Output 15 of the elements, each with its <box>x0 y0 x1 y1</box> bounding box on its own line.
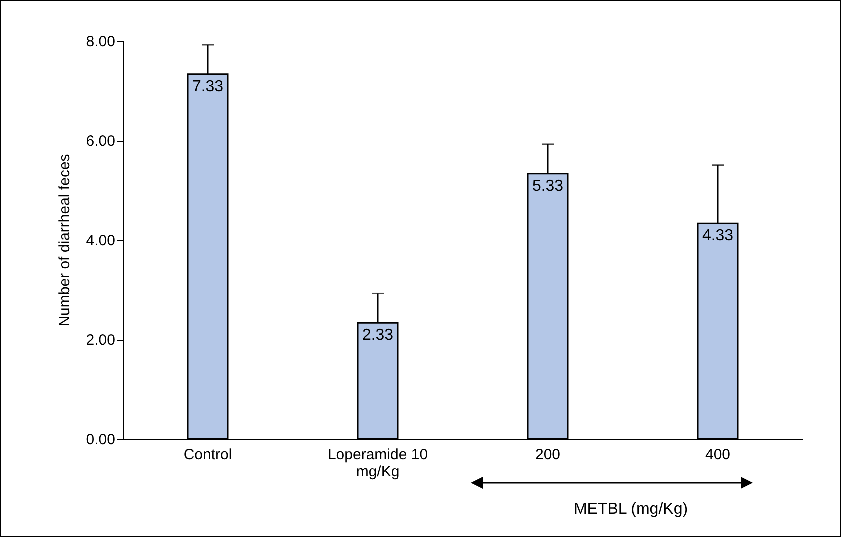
y-tick-label: 0.00 <box>86 432 116 448</box>
data-label: 7.33 <box>192 78 224 96</box>
x-tick-label: 400 <box>705 446 731 464</box>
data-label: 5.33 <box>532 178 564 195</box>
y-tick-label: 8.00 <box>86 34 116 50</box>
y-tick-label: 6.00 <box>86 133 116 150</box>
data-label: 2.33 <box>362 327 394 344</box>
x-tick-label: 200 <box>535 446 561 464</box>
x-tick-label: Loperamide 10 mg/Kg <box>328 446 428 480</box>
y-tick-label: 4.00 <box>86 232 116 250</box>
x-tick-label: Control <box>184 446 232 464</box>
y-axis-title: Number of diarrheal feces <box>56 154 74 327</box>
data-label: 4.33 <box>702 228 734 245</box>
y-tick-label: 2.00 <box>86 332 116 349</box>
text: METBL (mg/Kg) <box>572 501 690 519</box>
